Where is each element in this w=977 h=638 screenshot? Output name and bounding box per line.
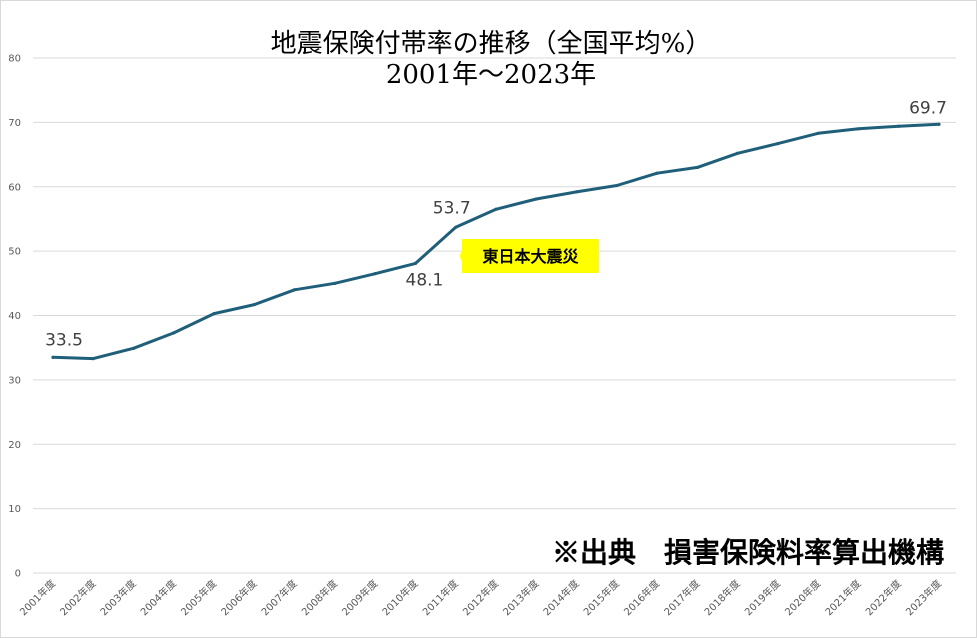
x-tick-label: 2005年度 xyxy=(178,577,219,618)
data-point xyxy=(494,207,498,211)
source-note: ※出典 損害保険料率算出機構 xyxy=(552,536,944,569)
data-point xyxy=(51,355,55,359)
chart-subtitle: 2001年～2023年 xyxy=(386,60,596,90)
callout-box xyxy=(462,239,599,273)
data-point xyxy=(695,165,699,170)
y-tick-label: 50 xyxy=(8,247,21,258)
x-tick-label: 2017年度 xyxy=(661,577,702,618)
data-point xyxy=(333,281,337,285)
data-point xyxy=(373,272,377,276)
x-tick-label: 2001年度 xyxy=(17,577,58,618)
x-tick-label: 2021年度 xyxy=(822,577,863,618)
data-point xyxy=(655,171,659,175)
gridlines xyxy=(33,57,956,574)
data-point xyxy=(413,261,418,265)
y-tick-label: 30 xyxy=(8,375,21,386)
x-tick-label: 2008年度 xyxy=(299,577,340,618)
data-point xyxy=(615,183,619,188)
x-tick-label: 2022年度 xyxy=(863,577,904,618)
y-tick-label: 60 xyxy=(8,182,21,193)
x-tick-label: 2019年度 xyxy=(742,577,783,618)
data-point xyxy=(574,190,579,194)
y-tick-label: 20 xyxy=(8,440,21,451)
data-label: 48.1 xyxy=(406,270,444,290)
data-point xyxy=(252,302,256,307)
chart-title: 地震保険付帯率の推移（全国平均%） xyxy=(271,29,712,59)
annotation-callout: 東日本大震災 xyxy=(459,239,599,273)
x-tick-label: 2015年度 xyxy=(581,577,622,618)
data-point xyxy=(91,357,95,361)
callout-label: 東日本大震災 xyxy=(482,247,579,266)
y-axis-ticks: 0 10 20 30 40 50 60 70 80 xyxy=(8,54,21,580)
y-tick-label: 40 xyxy=(8,311,21,322)
callout-pointer xyxy=(459,251,462,261)
data-point xyxy=(937,122,941,126)
x-tick-label: 2003年度 xyxy=(97,577,138,618)
x-tick-label: 2012年度 xyxy=(460,577,501,618)
data-point xyxy=(736,151,740,155)
data-label: 69.7 xyxy=(909,98,947,118)
data-point xyxy=(856,127,861,131)
y-tick-label: 70 xyxy=(8,118,21,129)
x-tick-label: 2014年度 xyxy=(540,577,581,618)
data-point xyxy=(131,346,136,350)
data-point xyxy=(172,331,176,335)
x-tick-label: 2007年度 xyxy=(258,577,299,618)
x-tick-label: 2009年度 xyxy=(339,577,380,618)
x-tick-label: 2004年度 xyxy=(138,577,179,618)
x-tick-label: 2013年度 xyxy=(500,577,541,618)
data-point xyxy=(816,131,820,135)
data-point xyxy=(212,311,216,316)
data-point xyxy=(293,288,297,292)
y-tick-label: 10 xyxy=(8,504,21,515)
y-tick-label: 0 xyxy=(15,569,21,580)
x-tick-label: 2023年度 xyxy=(903,577,944,618)
data-point xyxy=(534,197,538,201)
data-point xyxy=(897,124,901,128)
x-tick-label: 2018年度 xyxy=(701,577,742,618)
x-tick-label: 2002年度 xyxy=(57,577,98,618)
x-tick-label: 2016年度 xyxy=(621,577,662,618)
series-layer xyxy=(51,122,941,361)
data-label: 53.7 xyxy=(433,198,471,218)
y-tick-label: 80 xyxy=(8,54,21,65)
data-point xyxy=(454,225,458,229)
x-tick-label: 2010年度 xyxy=(379,577,420,618)
x-tick-label: 2011年度 xyxy=(420,577,461,618)
x-tick-label: 2020年度 xyxy=(782,577,823,618)
data-labels: 33.5 48.1 53.7 69.7 xyxy=(45,98,947,350)
data-point xyxy=(776,142,780,146)
x-tick-label: 2006年度 xyxy=(218,577,259,618)
x-axis-ticks: 2001年度 2002年度 2003年度 2004年度 2005年度 2006年度 2007… xyxy=(17,577,944,618)
data-label: 33.5 xyxy=(45,330,83,350)
